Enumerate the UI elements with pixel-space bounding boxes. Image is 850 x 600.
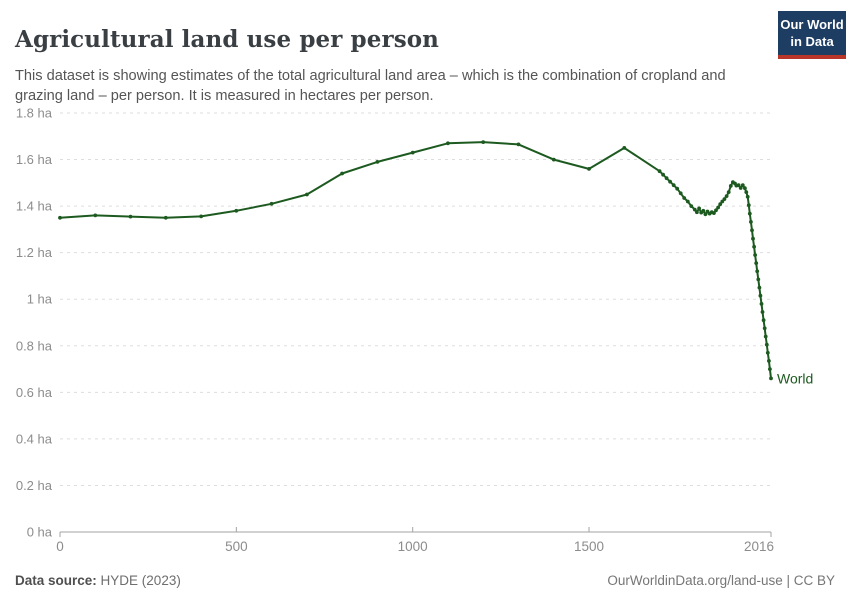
y-axis-tick-label: 0.4 ha (16, 431, 53, 446)
data-point-marker (728, 184, 733, 188)
x-axis-tick-label: 0 (56, 539, 64, 554)
data-point-marker (668, 179, 672, 184)
data-point-marker (657, 169, 662, 174)
data-point-marker (769, 376, 773, 381)
y-axis-tick-label: 1.6 ha (16, 152, 53, 167)
owid-logo-line2: in Data (790, 33, 834, 49)
y-axis-tick-label: 0.6 ha (16, 385, 53, 400)
world-series-line (59, 141, 772, 380)
data-point-marker (754, 261, 759, 265)
x-axis-tick-label: 2016 (744, 539, 774, 554)
y-axis-tick-label: 0.2 ha (16, 478, 53, 493)
data-point-marker (375, 160, 380, 164)
y-axis-tick-label: 1.2 ha (16, 245, 53, 260)
page-title: Agricultural land use per person (15, 26, 440, 54)
data-point-marker (736, 183, 741, 188)
series-entity-label: World (777, 370, 813, 386)
data-point-marker (740, 183, 745, 188)
data-point-marker (692, 207, 697, 212)
data-point-marker (768, 367, 772, 371)
data-point-marker (767, 359, 771, 363)
data-point-marker (746, 203, 751, 208)
data-point-marker (726, 190, 731, 195)
data-point-marker (750, 228, 754, 233)
data-point-marker (747, 211, 752, 216)
data-point-marker (93, 213, 98, 218)
data-point-marker (743, 186, 747, 191)
data-point-marker (689, 204, 694, 209)
data-point-marker (675, 186, 680, 191)
data-point-marker (340, 171, 344, 176)
credit-note: OurWorldinData.org/land-use | CC BY (607, 573, 835, 588)
x-axis-tick-label: 1000 (398, 539, 428, 554)
chart-subtitle: This dataset is showing estimates of the… (15, 67, 726, 105)
data-point-marker (703, 212, 708, 217)
owid-logo-line1: Our World (780, 17, 844, 32)
data-point-marker (718, 202, 723, 207)
data-point-marker (664, 176, 669, 181)
data-point-marker (712, 211, 716, 216)
data-point-marker (744, 190, 749, 195)
data-point-marker (724, 194, 729, 199)
data-point-marker (269, 201, 274, 206)
data-point-marker (738, 186, 743, 190)
data-point-marker (761, 318, 766, 323)
data-point-marker (764, 342, 769, 347)
data-point-marker (551, 157, 556, 162)
data-point-marker (481, 140, 486, 145)
data-point-marker (714, 208, 718, 213)
data-point-marker (763, 334, 768, 339)
data-point-marker (758, 293, 763, 298)
data-point-marker (753, 253, 757, 257)
data-point-marker (305, 192, 309, 197)
data-point-marker (716, 205, 720, 210)
data-point-marker (58, 215, 62, 220)
y-axis-tick-label: 0 ha (27, 525, 53, 540)
data-point-marker (128, 214, 133, 219)
data-point-marker (756, 277, 761, 282)
data-point-marker (622, 146, 627, 150)
data-source-note: Data source: HYDE (2023) (15, 573, 181, 588)
y-axis-tick-label: 1 ha (27, 292, 53, 307)
data-point-marker (682, 196, 687, 200)
data-point-marker (587, 167, 591, 171)
data-point-marker (234, 208, 239, 213)
data-point-marker (695, 210, 699, 215)
data-source-value: HYDE (2023) (100, 573, 181, 588)
data-point-marker (745, 194, 750, 199)
y-axis-tick-label: 1.4 ha (16, 199, 53, 214)
data-point-marker (762, 326, 767, 331)
data-point-marker (446, 141, 450, 146)
owid-logo: Our World in Data (778, 11, 846, 60)
data-source-label: Data source: (15, 573, 97, 588)
y-axis-tick-label: 1.8 ha (16, 106, 53, 121)
data-point-marker (199, 214, 204, 219)
data-point-marker (685, 199, 690, 204)
data-point-marker (661, 172, 665, 177)
data-point-marker (697, 206, 701, 211)
data-point-marker (755, 269, 760, 274)
y-axis-tick-label: 0.8 ha (16, 338, 53, 353)
data-point-marker (760, 310, 765, 314)
data-point-marker (163, 215, 168, 220)
data-point-marker (749, 220, 753, 224)
x-axis-tick-label: 500 (225, 539, 248, 554)
data-point-marker (516, 142, 521, 147)
data-point-marker (678, 191, 683, 196)
x-axis-tick-label: 1500 (574, 539, 604, 554)
data-point-marker (752, 244, 756, 249)
data-point-marker (751, 236, 755, 241)
data-point-marker (722, 197, 727, 202)
data-point-marker (765, 350, 770, 355)
data-point-marker (671, 183, 676, 188)
data-point-marker (410, 150, 415, 155)
data-point-marker (759, 302, 764, 306)
data-point-marker (701, 208, 706, 213)
data-point-marker (757, 285, 762, 290)
